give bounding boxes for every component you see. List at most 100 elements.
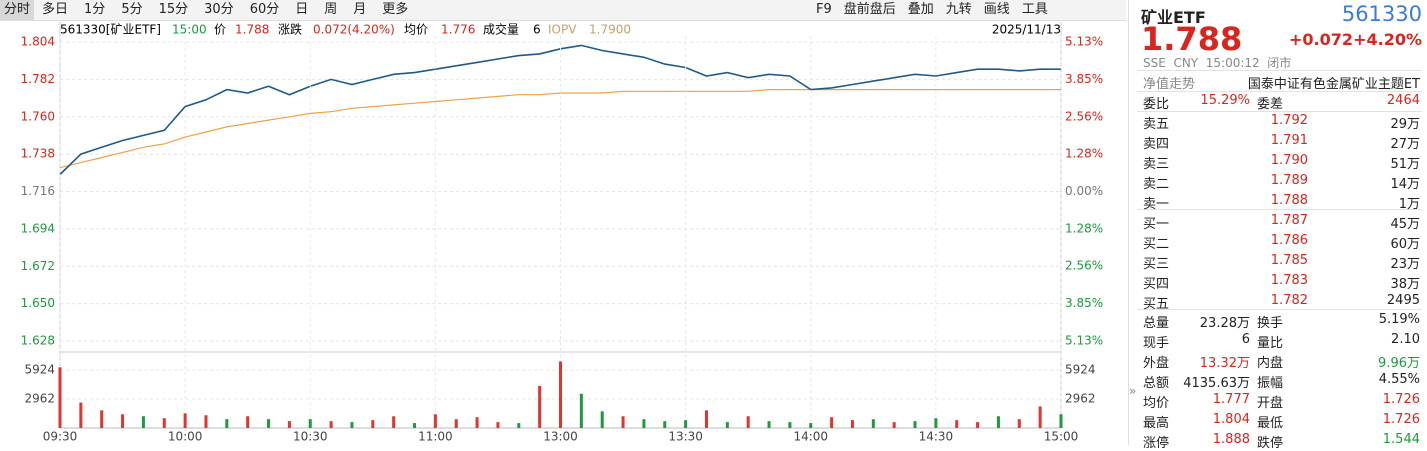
volume-bar xyxy=(1038,406,1042,428)
stat-value: 4135.63万 xyxy=(1183,376,1250,391)
book-price: 1.783 xyxy=(1270,273,1308,288)
volume-bar xyxy=(58,367,62,428)
volume-bar xyxy=(79,402,83,428)
period-tab[interactable]: 15分 xyxy=(158,2,189,17)
label: 涨跌 xyxy=(278,22,302,37)
book-label: 买一 xyxy=(1143,217,1170,232)
period-tab[interactable]: 月 xyxy=(353,2,367,17)
volume-bar xyxy=(517,423,521,428)
stat-value: 1.544 xyxy=(1382,432,1420,447)
collapse-arrow[interactable]: » xyxy=(1129,384,1137,398)
change: +0.072 xyxy=(1289,30,1354,49)
stat-value: 13.32万 xyxy=(1199,356,1250,371)
nav-link[interactable]: 净值走势 xyxy=(1143,77,1196,92)
stat-label: 内盘 xyxy=(1257,356,1284,371)
stat-value: 1.888 xyxy=(1212,432,1250,447)
period-tab[interactable]: 周 xyxy=(324,2,338,17)
volume-bar xyxy=(913,421,917,428)
period-tab[interactable]: 60分 xyxy=(249,2,280,17)
y2-tick-label: 5.13% xyxy=(1065,35,1103,49)
y2-tick-label: 1.28% xyxy=(1065,221,1103,235)
volume-bar xyxy=(809,423,813,428)
tool-button[interactable]: F9 xyxy=(816,2,832,17)
volume-bar xyxy=(704,410,708,428)
volume-bar xyxy=(475,417,479,428)
y-tick-label: 1.738 xyxy=(21,147,55,161)
period-tab[interactable]: 多日 xyxy=(42,2,69,17)
volume-bar xyxy=(100,410,104,428)
period-tab[interactable]: 1分 xyxy=(84,2,106,17)
x-tick-label: 15:00 xyxy=(1044,430,1079,444)
volume-bar xyxy=(746,416,750,428)
y-tick-label: 1.672 xyxy=(21,259,55,273)
book-label: 买三 xyxy=(1143,257,1170,272)
book-volume: 27万 xyxy=(1390,137,1420,152)
value: 1.788 xyxy=(235,23,269,37)
value: 1.776 xyxy=(441,23,475,37)
y2-tick-label: 3.85% xyxy=(1065,72,1103,86)
toolbar: 分时 多日 1分 5分 15分 30分 60分日周月更多 F9 盘前盘后 叠加 九转 画线 工具 xyxy=(0,0,1126,21)
stat-label: 开盘 xyxy=(1257,396,1284,411)
volume-bar xyxy=(871,419,875,428)
symbol: 561330[矿业ETF] xyxy=(60,23,161,37)
stat-value: 1.804 xyxy=(1212,412,1250,427)
book-price: 1.790 xyxy=(1270,153,1308,168)
volume-bar xyxy=(1017,419,1021,428)
book-price: 1.788 xyxy=(1270,193,1308,208)
stat-label: 总额 xyxy=(1143,376,1170,391)
value: 0.072(4.20%) xyxy=(313,23,395,37)
x-tick-label: 13:00 xyxy=(543,430,578,444)
tool-button[interactable]: 九转 xyxy=(945,2,972,17)
stat-label: 换手 xyxy=(1257,316,1284,331)
stat-label: 涨停 xyxy=(1143,436,1170,451)
volume-bar xyxy=(162,418,166,428)
period-tab[interactable]: 日 xyxy=(295,2,309,17)
value: 6 xyxy=(533,23,541,37)
status: SSE CNY 15:00:12 闭市 xyxy=(1143,56,1292,70)
value: 2464 xyxy=(1386,93,1420,108)
volume-bar xyxy=(1059,414,1063,428)
stat-label: 最高 xyxy=(1143,416,1170,431)
y-tick-label: 1.694 xyxy=(21,221,55,235)
period-tab[interactable]: 5分 xyxy=(121,2,143,17)
period-tab[interactable]: 更多 xyxy=(382,2,409,17)
volume-bar xyxy=(767,421,771,428)
volume-bar xyxy=(788,422,792,428)
volume-bar xyxy=(121,414,125,428)
change-pct: +4.20% xyxy=(1353,30,1422,49)
date: 2025/11/13 xyxy=(992,23,1061,37)
book-label: 买五 xyxy=(1143,297,1170,312)
volume-bar xyxy=(579,393,583,428)
tool-button[interactable]: 画线 xyxy=(983,2,1010,17)
chart: 561330[矿业ETF] 15:00 价 1.788 涨跌 0.072(4.2… xyxy=(21,22,1103,444)
book-label: 卖三 xyxy=(1143,157,1170,172)
tool-button[interactable]: 叠加 xyxy=(907,2,934,17)
volume-bar xyxy=(246,416,250,428)
y2-tick-label: 3.85% xyxy=(1065,296,1103,310)
period-tab[interactable]: 分时 xyxy=(0,0,35,20)
y-tick-label: 1.804 xyxy=(21,35,55,49)
volume-bar xyxy=(183,413,187,428)
stat-value: 1.777 xyxy=(1212,392,1250,407)
label: 成交量 xyxy=(483,22,519,37)
period-tab[interactable]: 30分 xyxy=(204,2,234,17)
last-price: 1.788 xyxy=(1141,20,1243,58)
fund-code: 561330 xyxy=(1341,2,1422,26)
volume-bar xyxy=(392,416,396,428)
y-tick-label: 5924 xyxy=(24,363,55,377)
x-tick-label: 14:30 xyxy=(919,430,954,444)
volume-bar xyxy=(454,419,458,428)
tool-button[interactable]: 盘前盘后 xyxy=(843,2,896,17)
stat-label: 总量 xyxy=(1143,316,1170,331)
volume-bar xyxy=(204,415,208,428)
y-tick-label: 1.760 xyxy=(21,109,55,123)
volume-bar xyxy=(955,420,959,428)
divider xyxy=(1137,70,1422,71)
stat-value: 1.726 xyxy=(1382,412,1420,427)
label: 委比 xyxy=(1143,97,1170,112)
volume-bar xyxy=(892,422,896,428)
tool-button[interactable]: 工具 xyxy=(1021,2,1048,17)
y2-tick-label: 0.00% xyxy=(1065,184,1103,198)
book-price: 1.787 xyxy=(1270,213,1308,228)
